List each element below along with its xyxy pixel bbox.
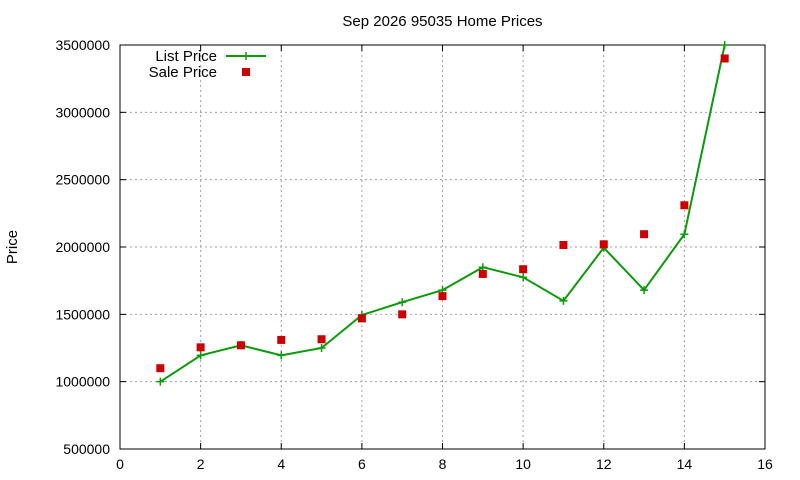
x-tick-label: 0 <box>116 456 124 472</box>
sale-price-point <box>519 265 528 274</box>
list-price-point <box>720 41 729 49</box>
y-tick-label: 1000000 <box>55 374 110 390</box>
sale-price-point <box>720 54 729 63</box>
series-sale-price <box>156 54 729 373</box>
chart-title: Sep 2026 95035 Home Prices <box>342 13 542 30</box>
legend-swatch-marker <box>242 68 250 76</box>
y-tick-label: 3000000 <box>55 104 110 120</box>
series-list-price <box>156 41 729 386</box>
y-axis-label: Price <box>4 230 21 264</box>
sale-price-point <box>357 314 366 323</box>
list-price-point <box>519 273 528 282</box>
x-tick-label: 6 <box>358 456 366 472</box>
list-price-point <box>277 351 286 360</box>
sale-price-point <box>196 343 205 352</box>
y-tick-label: 500000 <box>63 441 110 457</box>
sale-price-point <box>559 240 568 249</box>
legend-label: List Price <box>155 48 217 65</box>
list-price-point <box>317 344 326 352</box>
sale-price-point <box>277 335 286 344</box>
x-tick-label: 8 <box>439 456 447 472</box>
list-price-point <box>156 377 165 386</box>
list-price-point <box>478 263 487 272</box>
sale-price-point <box>680 201 689 210</box>
list-price-point <box>559 296 568 305</box>
sale-price-point <box>438 292 447 301</box>
legend-label: Sale Price <box>149 64 217 81</box>
sale-price-point <box>599 240 608 249</box>
x-tick-label: 14 <box>677 456 693 472</box>
data-series <box>156 41 729 386</box>
legend-swatch-marker <box>242 52 250 60</box>
list-price-point <box>398 298 407 307</box>
y-tick-label: 2500000 <box>55 172 110 188</box>
sale-price-point <box>398 310 407 319</box>
sale-price-point <box>478 269 487 278</box>
y-tick-label: 2000000 <box>55 239 110 255</box>
x-tick-label: 12 <box>596 456 612 472</box>
y-tick-label: 1500000 <box>55 306 110 322</box>
grid-lines <box>120 45 765 449</box>
sale-price-point <box>317 335 326 344</box>
x-tick-label: 16 <box>757 456 773 472</box>
list-price-point <box>640 286 649 295</box>
sale-price-point <box>640 230 649 239</box>
x-tick-label: 4 <box>277 456 285 472</box>
sale-price-point <box>156 364 165 373</box>
axis-ticks: 0 2 4 6 8 10 12 14 16 500000 1000000 1500000 2000000… <box>55 37 773 472</box>
list-price-point <box>680 230 689 239</box>
list-price-point <box>196 351 205 360</box>
x-tick-label: 2 <box>197 456 205 472</box>
sale-price-point <box>236 341 245 350</box>
x-tick-label: 10 <box>515 456 531 472</box>
y-tick-label: 3500000 <box>55 37 110 53</box>
